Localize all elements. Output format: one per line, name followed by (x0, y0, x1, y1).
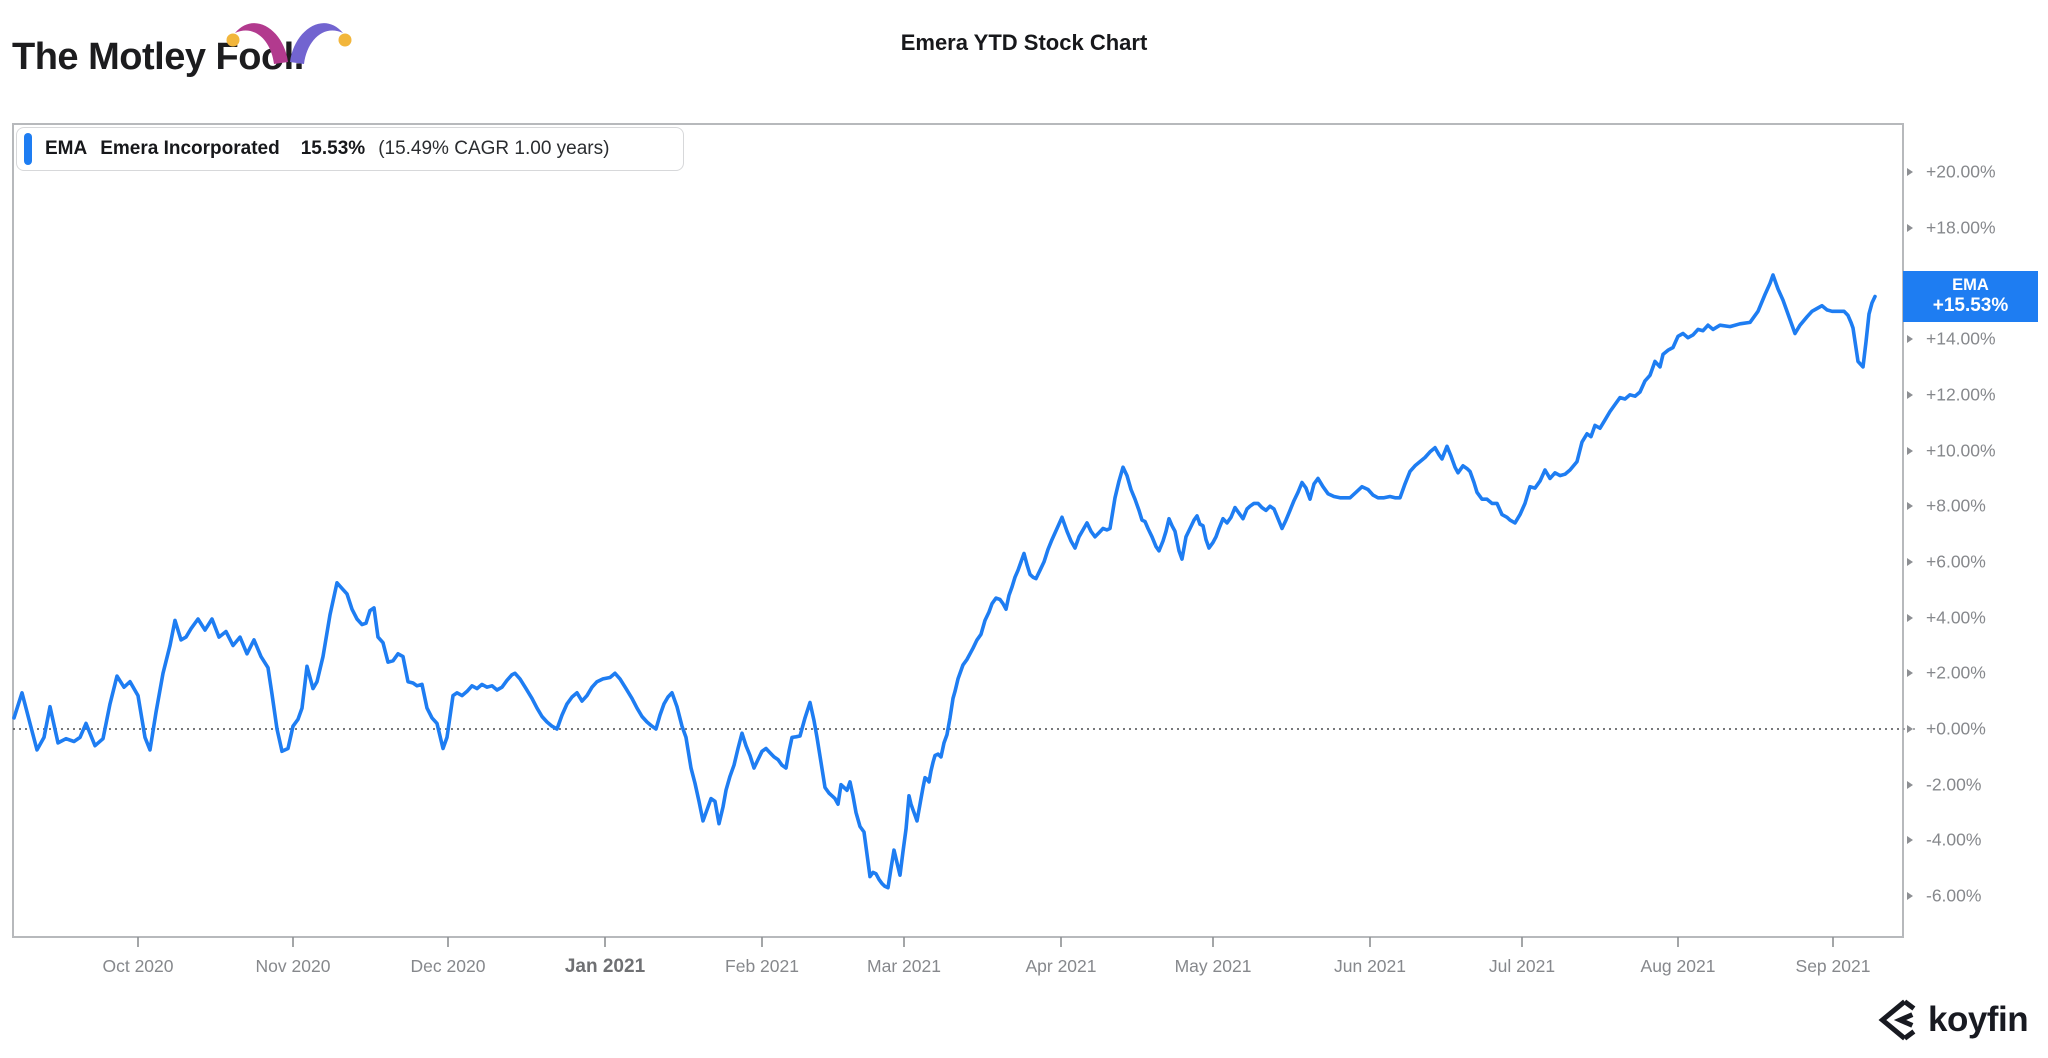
y-axis-label: -4.00% (1926, 829, 1982, 850)
series-color-swatch (24, 133, 32, 165)
legend-ticker: EMA (45, 138, 88, 159)
y-axis-label: +12.00% (1926, 384, 1996, 405)
y-tick-arrow (1907, 390, 1913, 399)
legend-cagr-note: (15.49% CAGR 1.00 years) (378, 138, 610, 159)
y-tick-arrow (1907, 669, 1913, 678)
x-axis-label: Apr 2021 (1025, 956, 1097, 976)
last-price-badge: EMA +15.53% (1903, 271, 2038, 322)
y-tick-arrow (1907, 502, 1913, 511)
y-axis-label: -2.00% (1926, 774, 1982, 795)
x-axis-label: Jan 2021 (564, 956, 646, 977)
x-axis-label: Oct 2020 (102, 956, 174, 976)
y-axis-label: +4.00% (1926, 607, 1986, 628)
y-tick-arrow (1907, 725, 1913, 733)
koyfin-icon (1878, 999, 1916, 1041)
x-axis-label: Sep 2021 (1795, 956, 1871, 976)
x-axis-label: May 2021 (1174, 956, 1252, 976)
y-tick-arrow (1907, 780, 1913, 789)
y-axis-label: +2.00% (1926, 662, 1986, 683)
y-tick-arrow (1907, 223, 1913, 232)
series-legend: EMA Emera Incorporated 15.53% (15.49% CA… (16, 127, 684, 171)
legend-return-value: 15.53% (300, 138, 366, 159)
y-axis-label: +18.00% (1926, 217, 1996, 238)
jester-hat-icon (226, 23, 352, 64)
y-axis-label: +20.00% (1926, 161, 1996, 182)
x-axis-label: Jul 2021 (1488, 956, 1556, 976)
y-axis-label: +6.00% (1926, 551, 1986, 572)
y-axis-label: +8.00% (1926, 495, 1986, 516)
y-axis-label: -6.00% (1926, 885, 1982, 906)
x-axis-label: Feb 2021 (725, 956, 799, 976)
y-axis-label: +0.00% (1926, 718, 1986, 739)
plot-frame (12, 123, 1904, 938)
y-tick-arrow (1907, 613, 1913, 622)
badge-ticker: EMA (1952, 276, 1989, 295)
chart-title: Emera YTD Stock Chart (900, 30, 1148, 55)
x-axis-label: Dec 2020 (410, 956, 486, 976)
y-tick-arrow (1907, 836, 1913, 845)
y-tick-arrow (1907, 335, 1913, 344)
y-axis-label: +10.00% (1926, 440, 1996, 460)
y-tick-arrow (1907, 446, 1913, 455)
legend-company-name: Emera Incorporated (100, 138, 280, 159)
x-axis-label: Aug 2021 (1640, 956, 1716, 976)
y-tick-arrow (1907, 557, 1913, 566)
motley-fool-logo-text: The Motley Fool. (12, 36, 304, 78)
x-axis-label: Jun 2021 (1333, 956, 1407, 976)
x-axis-label: Nov 2020 (255, 956, 331, 976)
y-axis-label: +14.00% (1926, 328, 1996, 349)
badge-value: +15.53% (1932, 295, 2009, 317)
y-tick-arrow (1907, 892, 1913, 901)
koyfin-wordmark: koyfin (1928, 1000, 2029, 1039)
x-axis-label: Mar 2021 (867, 956, 941, 976)
y-tick-arrow (1907, 168, 1913, 176)
price-line (12, 273, 1877, 890)
koyfin-watermark: koyfin (1874, 997, 2029, 1043)
